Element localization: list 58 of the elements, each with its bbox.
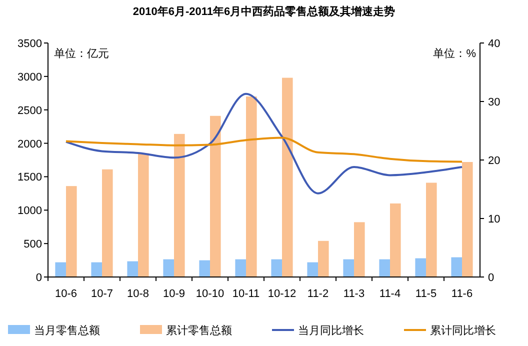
bar (307, 262, 318, 277)
line-series (65, 136, 463, 163)
y-tick-label: 0 (36, 272, 42, 284)
legend-label: 当月同比增长 (298, 324, 364, 337)
x-tick-label: 10-10 (196, 288, 224, 300)
bar (451, 257, 462, 277)
chart-title: 2010年6月-2011年6月中西药品零售总额及其增速走势 (132, 5, 396, 18)
bar (343, 259, 354, 277)
y-tick-label: 2000 (18, 138, 42, 150)
annotation: 单位：% (433, 47, 476, 60)
legend-label: 当月零售总额 (34, 324, 100, 337)
bar (199, 260, 210, 277)
y2-tick-label: 0 (488, 272, 494, 284)
bar (138, 153, 149, 277)
bar (91, 262, 102, 277)
y-tick-label: 1500 (18, 172, 42, 184)
x-tick-label: 10-7 (90, 288, 114, 300)
bar (462, 162, 473, 277)
x-tick-label: 11-4 (379, 288, 401, 300)
y2-tick-label: 20 (488, 155, 500, 167)
legend-label: 累计同比增长 (430, 324, 496, 337)
y2-tick-label: 30 (488, 96, 500, 108)
bar (163, 259, 174, 277)
bar (282, 78, 293, 277)
bar (426, 182, 437, 277)
x-tick-label: 11-3 (343, 288, 365, 300)
bar (174, 134, 185, 277)
line-series (65, 92, 463, 194)
bar (415, 258, 426, 277)
y-tick-label: 1000 (18, 205, 42, 218)
x-tick-label: 10-12 (268, 288, 296, 300)
bar (66, 186, 77, 277)
bar (354, 222, 365, 277)
x-tick-label: 11-6 (451, 288, 473, 300)
bar (235, 259, 246, 277)
x-tick-label: 11-5 (415, 288, 437, 300)
bar (271, 259, 282, 277)
x-tick-label: 10-8 (126, 288, 150, 300)
y2-tick-label: 40 (488, 38, 500, 50)
bar (390, 203, 401, 277)
bar (102, 169, 113, 277)
legend-label: 累计零售总额 (166, 324, 232, 337)
x-tick-label: 10-9 (162, 288, 186, 300)
bar (246, 96, 257, 277)
bar (318, 240, 329, 277)
y-tick-label: 3000 (18, 71, 42, 84)
x-tick-label: 10-11 (232, 288, 260, 300)
x-tick-label: 11-2 (307, 288, 329, 300)
bar (55, 262, 66, 277)
bar (379, 259, 390, 277)
y-tick-label: 500 (24, 238, 42, 251)
bar (210, 116, 221, 277)
x-tick-label: 10-6 (54, 288, 78, 300)
y-tick-label: 3500 (18, 38, 42, 50)
bar (127, 261, 138, 277)
y-tick-label: 2500 (18, 104, 42, 117)
y2-tick-label: 10 (488, 214, 500, 226)
annotation: 单位：亿元 (54, 47, 109, 60)
